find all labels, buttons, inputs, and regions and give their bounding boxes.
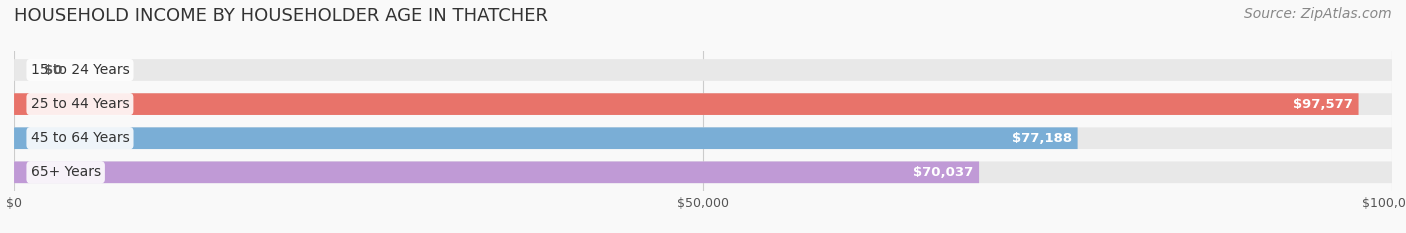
Text: 25 to 44 Years: 25 to 44 Years (31, 97, 129, 111)
Text: $77,188: $77,188 (1012, 132, 1073, 145)
Text: 65+ Years: 65+ Years (31, 165, 101, 179)
Text: 15 to 24 Years: 15 to 24 Years (31, 63, 129, 77)
Text: 45 to 64 Years: 45 to 64 Years (31, 131, 129, 145)
FancyBboxPatch shape (14, 93, 1358, 115)
Text: $0: $0 (45, 64, 63, 76)
Text: $70,037: $70,037 (914, 166, 973, 179)
FancyBboxPatch shape (14, 161, 979, 183)
FancyBboxPatch shape (14, 59, 1392, 81)
FancyBboxPatch shape (14, 93, 1392, 115)
Text: Source: ZipAtlas.com: Source: ZipAtlas.com (1244, 7, 1392, 21)
FancyBboxPatch shape (14, 127, 1392, 149)
FancyBboxPatch shape (14, 127, 1077, 149)
FancyBboxPatch shape (14, 161, 1392, 183)
Text: $97,577: $97,577 (1294, 98, 1353, 111)
Text: HOUSEHOLD INCOME BY HOUSEHOLDER AGE IN THATCHER: HOUSEHOLD INCOME BY HOUSEHOLDER AGE IN T… (14, 7, 548, 25)
